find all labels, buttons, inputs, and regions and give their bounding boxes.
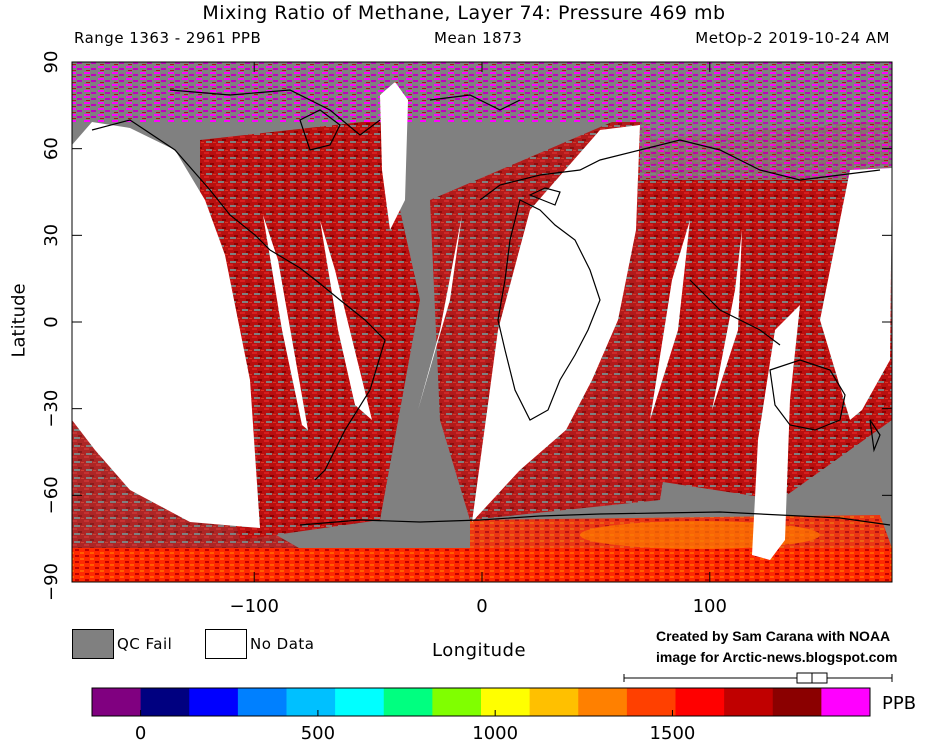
colorbar-segment <box>286 688 336 716</box>
coastlines <box>91 89 891 526</box>
no-data-gap <box>320 220 372 420</box>
colorbar-segment <box>383 688 433 716</box>
colorbar-segment <box>237 688 287 716</box>
colorbar-segment <box>92 688 142 716</box>
chart-title: Mixing Ratio of Methane, Layer 74: Press… <box>202 2 726 24</box>
no-data-gap <box>72 122 260 528</box>
x-axis: −100 0 100 <box>229 62 727 617</box>
mean-label: Mean 1873 <box>434 29 523 47</box>
colorbar-segment <box>675 688 725 716</box>
no-data-gap <box>380 82 408 230</box>
y-axis-label: Latitude <box>8 283 30 358</box>
credit-line-2: image for Arctic-news.blogspot.com <box>656 649 898 665</box>
x-tick-label: 0 <box>476 596 487 617</box>
colorbar-frame <box>91 687 871 717</box>
colorbar-tick-label: 1500 <box>650 723 696 744</box>
colorbar-segment <box>772 688 822 716</box>
x-tick-label: 100 <box>693 596 727 617</box>
y-tick-label: 60 <box>41 137 62 160</box>
heatmap-field <box>72 62 892 582</box>
range-label: Range 1363 - 2961 PPB <box>74 29 262 47</box>
y-axis: 90 60 30 0 −30 −60 −90 <box>41 51 892 601</box>
legend-label-qc-fail: QC Fail <box>117 635 173 653</box>
colorbar-segment <box>529 688 579 716</box>
y-tick-label: −60 <box>41 476 62 514</box>
range-indicator <box>623 672 893 684</box>
colorbar-unit: PPB <box>882 693 917 714</box>
y-tick-label: 90 <box>41 51 62 74</box>
no-data-gap <box>650 220 690 420</box>
no-data-gap <box>712 230 742 410</box>
credit-line-1: Created by Sam Carana with NOAA <box>656 628 891 644</box>
no-data-gap <box>820 168 892 420</box>
source-label: MetOp-2 2019-10-24 AM <box>695 29 890 47</box>
y-tick-label: −90 <box>41 563 62 601</box>
no-data-gap <box>752 305 800 560</box>
colorbar: 0 500 1000 1500 <box>91 687 871 744</box>
colorbar-segment <box>189 688 239 716</box>
colorbar-segment <box>481 688 531 716</box>
colorbar-segment <box>578 688 628 716</box>
colorbar-segment <box>335 688 385 716</box>
no-data-gap <box>263 215 308 430</box>
colorbar-tick-label: 1000 <box>472 723 518 744</box>
legend-label-no-data: No Data <box>250 635 315 653</box>
x-tick-label: −100 <box>229 596 278 617</box>
y-tick-label: 0 <box>41 316 62 327</box>
colorbar-segment <box>140 688 190 716</box>
colorbar-tick-label: 0 <box>135 723 146 744</box>
legend-swatch-qc-fail <box>72 629 114 659</box>
colorbar-segment <box>432 688 482 716</box>
legend-swatch-no-data <box>205 629 247 659</box>
colorbar-tick-label: 500 <box>301 723 335 744</box>
colorbar-segment <box>626 688 676 716</box>
colorbar-segment <box>821 688 871 716</box>
y-tick-label: −30 <box>41 390 62 428</box>
x-axis-label: Longitude <box>432 640 527 661</box>
y-tick-label: 30 <box>41 224 62 247</box>
no-data-gap <box>472 125 640 522</box>
colorbar-segment <box>724 688 774 716</box>
